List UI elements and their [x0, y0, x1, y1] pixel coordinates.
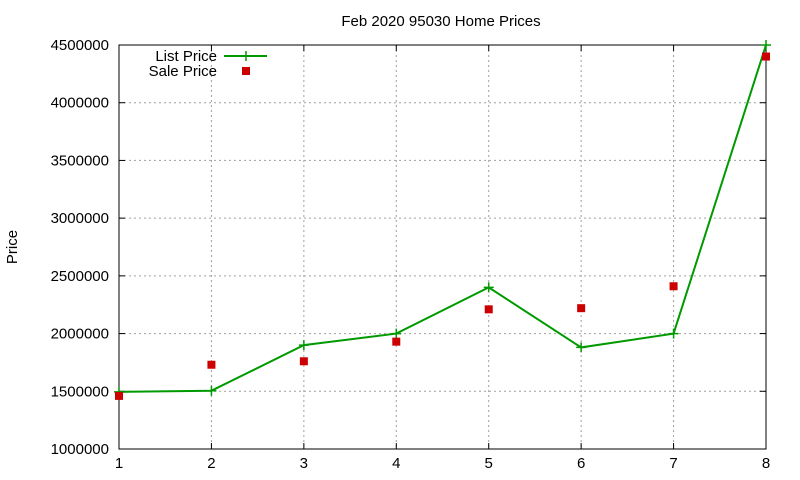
sale-price-point — [762, 52, 770, 61]
axis-ticks: 1000000 1500000 2000000 2500000 3000000 35000… — [51, 37, 771, 472]
list-price-point — [298, 340, 309, 351]
plot-frame — [118, 44, 767, 450]
legend-label-list-price: List Price — [155, 48, 217, 65]
y-tick-label: 3000000 — [51, 210, 109, 227]
x-tick-label: 6 — [577, 455, 585, 472]
x-tick-label: 3 — [300, 455, 308, 472]
y-tick-label: 1000000 — [51, 441, 109, 458]
sale-price-point — [392, 337, 401, 346]
x-tick-label: 4 — [392, 455, 400, 472]
x-tick-label: 5 — [485, 455, 493, 472]
grid — [119, 45, 766, 449]
y-tick-label: 4500000 — [51, 37, 109, 54]
list-price-point — [391, 328, 402, 339]
x-tick-label: 2 — [207, 455, 215, 472]
list-price-point — [206, 385, 217, 396]
y-tick-label: 4000000 — [51, 95, 109, 112]
x-tick-label: 1 — [115, 455, 123, 472]
y-tick-label: 2500000 — [51, 268, 109, 285]
sale-price-point — [115, 391, 123, 400]
chart-title: Feb 2020 95030 Home Prices — [341, 13, 540, 30]
legend-marker-sale-price — [242, 67, 250, 75]
list-price-point — [761, 40, 771, 50]
sale-price-point — [669, 282, 678, 291]
x-tick-label: 8 — [762, 455, 770, 472]
sale-price-point — [577, 304, 586, 313]
legend-marker-list-price — [241, 51, 251, 61]
legend: List Price Sale Price — [149, 48, 267, 80]
list-price-point — [576, 342, 587, 353]
list-price-point — [483, 282, 494, 293]
sale-price-point — [207, 360, 216, 369]
y-tick-label: 1500000 — [51, 383, 109, 400]
y-tick-label: 2000000 — [51, 326, 109, 343]
y-tick-label: 3500000 — [51, 152, 109, 169]
x-tick-label: 7 — [669, 455, 677, 472]
series-line-list-price — [118, 44, 767, 393]
y-axis-label: Price — [4, 230, 21, 264]
sale-price-point — [299, 357, 308, 366]
series-layer — [114, 40, 771, 400]
list-price-point — [668, 328, 679, 339]
legend-label-sale-price: Sale Price — [149, 63, 217, 80]
sale-price-point — [484, 305, 493, 314]
